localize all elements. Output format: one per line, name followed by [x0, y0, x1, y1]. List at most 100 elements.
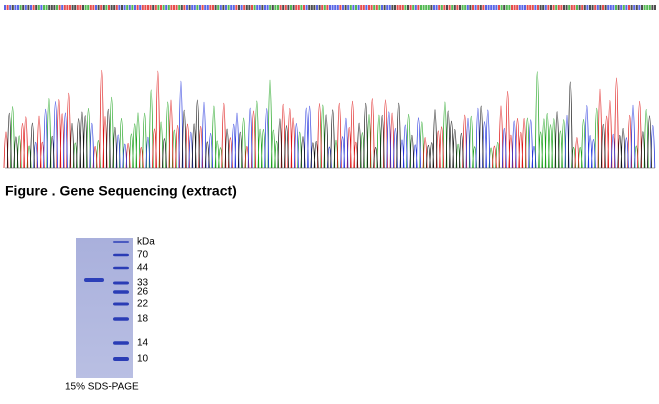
sample-band: [84, 278, 104, 282]
trace: [33, 80, 656, 169]
seq-letter: [63, 5, 66, 10]
seq-letter: [136, 5, 139, 10]
seq-letter: [420, 5, 422, 10]
seq-letter: [84, 5, 87, 10]
marker-label: 26: [137, 287, 149, 298]
marker-lane: [113, 241, 129, 361]
seq-letter: [22, 5, 25, 10]
seq-letter: [529, 5, 532, 10]
seq-letter: [381, 5, 383, 10]
seq-letter: [74, 5, 77, 10]
seq-letter: [599, 5, 602, 10]
seq-letter: [334, 5, 337, 10]
seq-letter: [175, 5, 178, 10]
seq-letter: [37, 5, 40, 10]
seq-letter: [79, 5, 82, 10]
seq-letter: [482, 5, 485, 10]
seq-letter: [87, 5, 90, 10]
seq-letter: [152, 5, 155, 10]
seq-letter: [180, 5, 183, 10]
marker-band: [113, 302, 129, 306]
marker-label: 18: [137, 314, 149, 325]
seq-letter: [443, 5, 446, 10]
seq-letter: [131, 5, 134, 10]
seq-letter: [303, 5, 305, 10]
seq-letter: [425, 5, 428, 10]
trace: [3, 70, 642, 169]
seq-letter: [570, 5, 573, 10]
seq-letter: [349, 5, 352, 10]
seq-letter: [11, 5, 14, 10]
seq-letter: [479, 5, 482, 10]
seq-letter: [316, 5, 318, 10]
seq-letter: [427, 5, 430, 10]
seq-letter: [591, 5, 594, 10]
seq-letter: [95, 5, 97, 10]
seq-letter: [178, 5, 181, 10]
seq-letter: [277, 5, 279, 10]
seq-letter: [157, 5, 160, 10]
seq-letter: [578, 5, 581, 10]
seq-letter: [347, 5, 350, 10]
seq-letter: [492, 5, 495, 10]
seq-letter: [50, 5, 53, 10]
seq-letter: [396, 5, 399, 10]
seq-letter: [355, 5, 357, 10]
caption: Figure . Gene Sequencing (extract): [5, 183, 237, 199]
seq-letter: [318, 5, 321, 10]
seq-letter: [269, 5, 272, 10]
seq-letter: [97, 5, 100, 10]
seq-letter: [365, 5, 368, 10]
trace: [10, 71, 649, 169]
seq-letter: [102, 5, 105, 10]
seq-letter: [271, 5, 274, 10]
seq-letter: [550, 5, 552, 10]
seq-letter: [89, 5, 92, 10]
seq-letter: [173, 5, 175, 10]
marker-band: [113, 281, 129, 285]
seq-letter: [495, 5, 498, 10]
seq-letter: [409, 5, 412, 10]
seq-letter: [287, 5, 290, 10]
seq-letter: [602, 5, 604, 10]
seq-letter: [149, 5, 152, 10]
seq-letter: [230, 5, 233, 10]
seq-letter: [256, 5, 259, 10]
seq-letter: [53, 5, 56, 10]
seq-letter: [474, 5, 477, 10]
seq-letter: [641, 5, 643, 10]
seq-letter: [617, 5, 620, 10]
seq-letter: [251, 5, 253, 10]
seq-letter: [453, 5, 456, 10]
marker-band: [113, 266, 129, 270]
seq-letter: [305, 5, 308, 10]
seq-letter: [297, 5, 300, 10]
seq-letter: [261, 5, 264, 10]
seq-letter: [126, 5, 129, 10]
seq-letter: [115, 5, 118, 10]
seq-letter: [539, 5, 542, 10]
seq-letter: [240, 5, 243, 10]
seq-letter: [30, 5, 32, 10]
marker-band: [113, 253, 129, 257]
seq-letter: [245, 5, 248, 10]
seq-letter: [378, 5, 381, 10]
seq-letter: [596, 5, 599, 10]
seq-letter: [498, 5, 500, 10]
seq-letter: [594, 5, 597, 10]
seq-letter: [48, 5, 51, 10]
marker-band: [113, 241, 129, 243]
seq-letter: [368, 5, 370, 10]
marker-label: 22: [137, 299, 149, 310]
seq-letter: [225, 5, 227, 10]
seq-letter: [186, 5, 188, 10]
seq-letter: [128, 5, 131, 10]
marker-label: 70: [137, 250, 149, 261]
seq-letter: [646, 5, 649, 10]
seq-letter: [615, 5, 617, 10]
seq-letter: [391, 5, 394, 10]
seq-letter: [490, 5, 493, 10]
seq-letter: [521, 5, 524, 10]
seq-letter: [565, 5, 568, 10]
seq-letter: [557, 5, 560, 10]
